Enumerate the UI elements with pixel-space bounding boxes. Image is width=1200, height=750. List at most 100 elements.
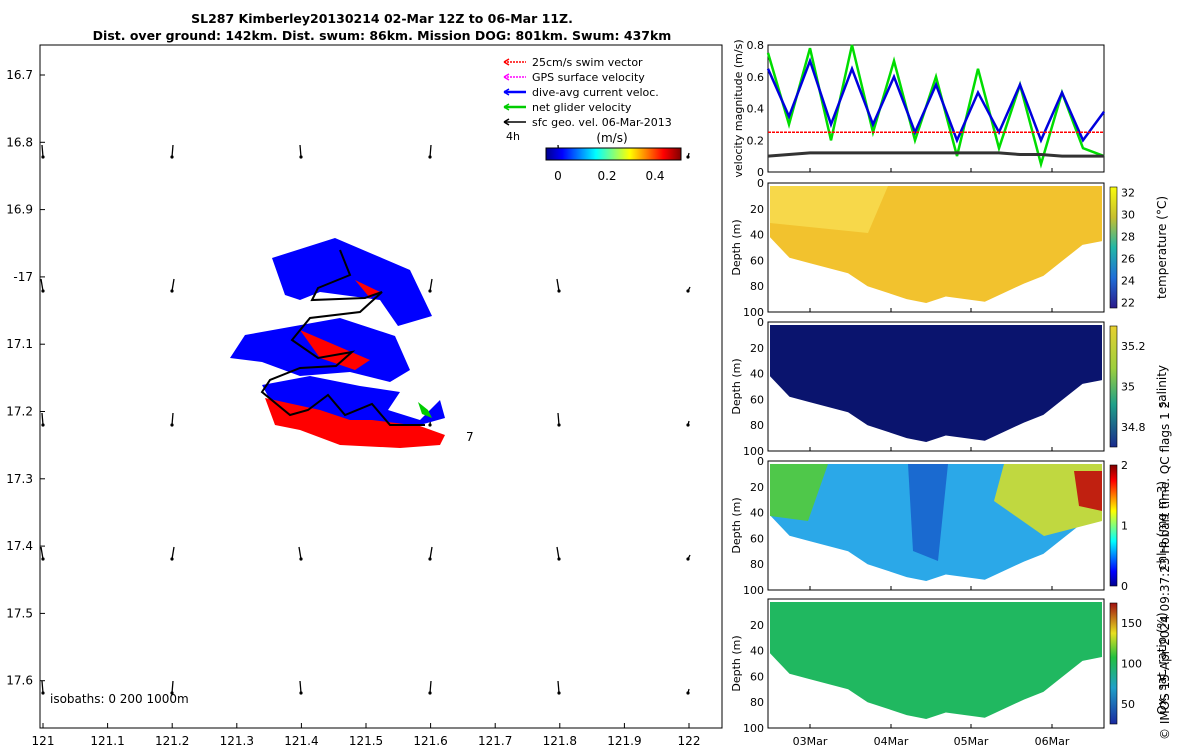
colorbar-tick-label: 28 xyxy=(1121,231,1135,244)
velocity-series-line xyxy=(766,57,1106,144)
legend-arrowhead xyxy=(503,73,510,81)
legend-label: sfc geo. vel. 06-Mar-2013 xyxy=(532,116,672,129)
map-xtick-label: 121.8 xyxy=(543,734,577,748)
map-ytick-label: 16.9 xyxy=(6,203,33,217)
sfc-vel-arrow xyxy=(429,546,433,560)
velocity-ylabel: velocity magnitude (m/s) xyxy=(732,39,745,177)
velocity-ytick-label: 0.6 xyxy=(747,71,765,84)
depth-tick-label: 40 xyxy=(750,229,764,242)
depth-tick-label: 100 xyxy=(743,306,764,319)
profile-colorbar xyxy=(1109,602,1118,725)
sfc-vel-arrow xyxy=(298,546,302,560)
sfc-vel-arrowhead xyxy=(299,557,303,561)
map-ytick-label: 16.8 xyxy=(6,135,33,149)
map-xtick-label: 121.9 xyxy=(607,734,641,748)
sfc-vel-arrowhead xyxy=(170,289,174,293)
sfc-vel-arrow xyxy=(556,546,560,560)
depth-ylabel: Depth (m) xyxy=(730,635,743,691)
sfc-vel-arrowhead xyxy=(428,423,432,427)
depth-tick-label: 60 xyxy=(750,254,764,267)
colorbar-tick-label: 24 xyxy=(1121,275,1135,288)
depth-ylabel: Depth (m) xyxy=(730,358,743,414)
sfc-vel-arrowhead xyxy=(299,155,303,159)
imos-footer: © IMOS 15-Apr-2024 09:37:23 Hobart time.… xyxy=(1158,400,1172,740)
temp-warm-region xyxy=(770,186,888,233)
time-axis-label: 05Mar xyxy=(954,735,989,748)
sfc-vel-arrow xyxy=(171,680,174,694)
legend-label: 25cm/s swim vector xyxy=(532,56,643,69)
depth-tick-label: 100 xyxy=(743,584,764,597)
title-line1: SL287 Kimberley20130214 02-Mar 12Z to 06… xyxy=(191,11,573,26)
depth-tick-label: 20 xyxy=(750,619,764,632)
sfc-vel-arrowhead xyxy=(41,691,45,695)
sfc-vel-arrow xyxy=(41,412,44,426)
depth-ylabel: Depth (m) xyxy=(730,219,743,275)
velocity-ytick-label: 0.8 xyxy=(747,39,765,52)
net-velocity-patch xyxy=(418,402,432,418)
map-xtick-label: 121.7 xyxy=(478,734,512,748)
sfc-vel-arrowhead xyxy=(170,423,174,427)
legend-label: dive-avg current veloc. xyxy=(532,86,659,99)
sfc-vel-arrow xyxy=(429,278,433,292)
time-axis-label: 03Mar xyxy=(793,735,828,748)
sfc-vel-arrowhead xyxy=(170,155,174,159)
map-axes-box xyxy=(39,44,723,729)
sfc-vel-arrowhead xyxy=(428,557,432,561)
legend-label: GPS surface velocity xyxy=(532,71,645,84)
depth-tick-label: 40 xyxy=(750,645,764,658)
sfc-vel-arrowhead xyxy=(299,691,303,695)
sfc-vel-arrow xyxy=(556,278,560,292)
profile-data-field xyxy=(770,325,1102,442)
sfc-vel-arrow xyxy=(299,680,302,694)
sfc-vel-arrowhead xyxy=(428,289,432,293)
map-xtick-label: 121.5 xyxy=(349,734,383,748)
sfc-vel-arrow xyxy=(41,680,44,694)
colorbar-tick-label: 0.4 xyxy=(645,169,664,183)
sfc-vel-arrowhead xyxy=(428,155,432,159)
sfc-vel-arrowhead xyxy=(686,557,690,561)
map-ytick-label: 17.4 xyxy=(6,539,33,553)
chla-high-region xyxy=(770,464,828,521)
velocity-ytick-label: 0.2 xyxy=(747,134,765,147)
sfc-vel-arrow xyxy=(40,278,44,292)
profile-colorbar xyxy=(1109,464,1118,587)
depth-ylabel: Depth (m) xyxy=(730,497,743,553)
colorbar-label: salinity xyxy=(1155,365,1169,408)
depth-tick-label: 40 xyxy=(750,507,764,520)
sfc-vel-arrowhead xyxy=(686,423,690,427)
sfc-vel-arrowhead xyxy=(686,289,690,293)
legend-arrowhead xyxy=(503,88,510,96)
chla-peak-region xyxy=(1074,471,1102,511)
profile-colorbar xyxy=(1109,186,1118,309)
depth-tick-label: 40 xyxy=(750,368,764,381)
sfc-vel-arrow xyxy=(40,546,44,560)
swim-vector-patch xyxy=(265,398,445,448)
colorbar-label: temperature (°C) xyxy=(1155,196,1169,299)
colorbar-tick-label: 0 xyxy=(1121,580,1128,593)
depth-tick-label: 60 xyxy=(750,670,764,683)
velocity-series-line xyxy=(766,44,1105,169)
swim-vector-patch xyxy=(300,330,370,370)
track-map: 121 121.1 121.2 121.3 121.4 121.5 121.6 121.7 12… xyxy=(6,44,723,748)
sfc-vel-arrowhead xyxy=(686,691,690,695)
depth-tick-label: 20 xyxy=(750,342,764,355)
depth-tick-label: 60 xyxy=(750,393,764,406)
sfc-vel-arrow xyxy=(171,412,174,426)
sfc-vel-arrow xyxy=(429,680,432,694)
map-ytick-label: -17 xyxy=(13,270,33,284)
title-line2: Dist. over ground: 142km. Dist. swum: 86… xyxy=(92,28,672,43)
colorbar-tick-label: 0.2 xyxy=(597,169,616,183)
sfc-vel-arrow xyxy=(41,144,44,158)
colorbar-label: chl-a (mg m-3) xyxy=(1155,481,1169,570)
colorbar-tick-label: 50 xyxy=(1121,698,1135,711)
depth-tick-label: 100 xyxy=(743,445,764,458)
colorbar-tick-label: 35.2 xyxy=(1121,340,1146,353)
colorbar-tick-label: 32 xyxy=(1121,187,1135,200)
sfc-vel-arrowhead xyxy=(557,557,561,561)
map-ytick-label: 16.7 xyxy=(6,68,33,82)
profile-data-field xyxy=(770,602,1102,719)
legend-arrowhead xyxy=(503,103,510,111)
colorbar-tick-label: 34.8 xyxy=(1121,421,1146,434)
sfc-vel-arrowhead xyxy=(557,691,561,695)
